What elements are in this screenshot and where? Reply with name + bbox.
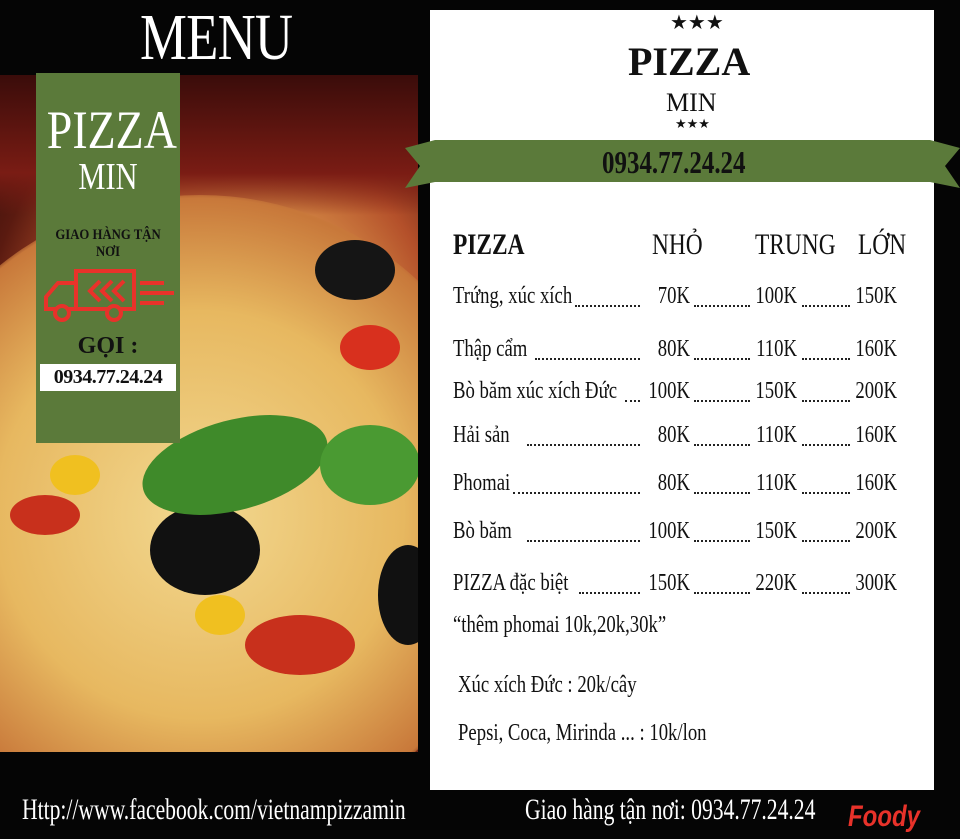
footer-delivery: Giao hàng tận nơi: 0934.77.24.24 (525, 793, 816, 826)
leader-dots (575, 305, 640, 307)
col-header-small: NHỎ (652, 228, 703, 261)
price-medium: 220K (755, 570, 797, 596)
col-header-medium: TRUNG (755, 228, 836, 261)
panel-brand: PIZZA (628, 39, 751, 84)
col-header-pizza: PIZZA (453, 228, 525, 261)
leader-dots (694, 540, 750, 542)
leader-dots (802, 592, 850, 594)
price-medium: 150K (755, 378, 797, 404)
foody-logo: Foody (848, 800, 920, 833)
leader-dots (527, 444, 640, 446)
price-medium: 110K (756, 470, 797, 496)
promo-brand-sub: MIN (78, 156, 138, 198)
promo-box: PIZZA MIN GIAO HÀNG TẬN NƠI GỌI : 0934.7… (36, 73, 180, 443)
menu-title: MENU (140, 1, 293, 74)
price-small: 70K (657, 283, 690, 309)
cheese-note: “thêm phomai 10k,20k,30k” (453, 612, 667, 638)
price-large: 200K (855, 518, 897, 544)
leader-dots (694, 305, 750, 307)
leader-dots (694, 444, 750, 446)
phone-ribbon (405, 140, 960, 188)
extra-sausage: Xúc xích Đức : 20k/cây (458, 672, 637, 698)
menu-item-name: Thập cẩm (453, 336, 528, 362)
price-small: 100K (648, 378, 690, 404)
price-medium: 110K (756, 422, 797, 448)
promo-call-label: GỌI : (77, 332, 139, 359)
leader-dots (579, 592, 640, 594)
leader-dots (802, 400, 850, 402)
leader-dots (694, 592, 750, 594)
leader-dots (694, 492, 750, 494)
price-large: 160K (855, 336, 897, 362)
leader-dots (802, 540, 850, 542)
price-small: 80K (657, 336, 690, 362)
leader-dots (802, 358, 850, 360)
price-large: 160K (855, 470, 897, 496)
delivery-truck-icon (44, 268, 174, 322)
leader-dots (625, 400, 640, 402)
leader-dots (694, 400, 750, 402)
leader-dots (513, 492, 640, 494)
extra-drinks: Pepsi, Coca, Mirinda ... : 10k/lon (458, 720, 707, 746)
menu-item-name: PIZZA đặc biệt (453, 570, 569, 596)
price-medium: 110K (756, 336, 797, 362)
price-small: 100K (648, 518, 690, 544)
menu-item-name: Hải sản (453, 422, 510, 448)
menu-item-name: Trứng, xúc xích (453, 283, 573, 309)
leader-dots (535, 358, 640, 360)
leader-dots (802, 492, 850, 494)
price-medium: 150K (755, 518, 797, 544)
panel-brand-sub: MIN (666, 88, 717, 117)
promo-phone: 0934.77.24.24 (40, 363, 176, 391)
col-header-large: LỚN (858, 228, 907, 261)
promo-brand: PIZZA (46, 100, 177, 160)
leader-dots (802, 305, 850, 307)
stars-top: ★★★ (670, 12, 724, 34)
stars-bottom: ★★★ (675, 116, 710, 131)
price-small: 150K (648, 570, 690, 596)
leader-dots (694, 358, 750, 360)
price-large: 160K (855, 422, 897, 448)
menu-item-name: Phomai (453, 470, 511, 496)
price-large: 200K (855, 378, 897, 404)
menu-item-name: Bò băm xúc xích Đức (453, 378, 618, 404)
price-large: 300K (855, 570, 897, 596)
price-medium: 100K (755, 283, 797, 309)
price-small: 80K (657, 422, 690, 448)
price-small: 80K (657, 470, 690, 496)
leader-dots (527, 540, 640, 542)
facebook-link[interactable]: Http://www.facebook.com/vietnampizzamin (22, 793, 406, 826)
price-large: 150K (855, 283, 897, 309)
promo-delivery: GIAO HÀNG TẬN NƠI (55, 226, 161, 260)
leader-dots (802, 444, 850, 446)
menu-item-name: Bò băm (453, 518, 512, 544)
ribbon-phone: 0934.77.24.24 (602, 144, 746, 180)
